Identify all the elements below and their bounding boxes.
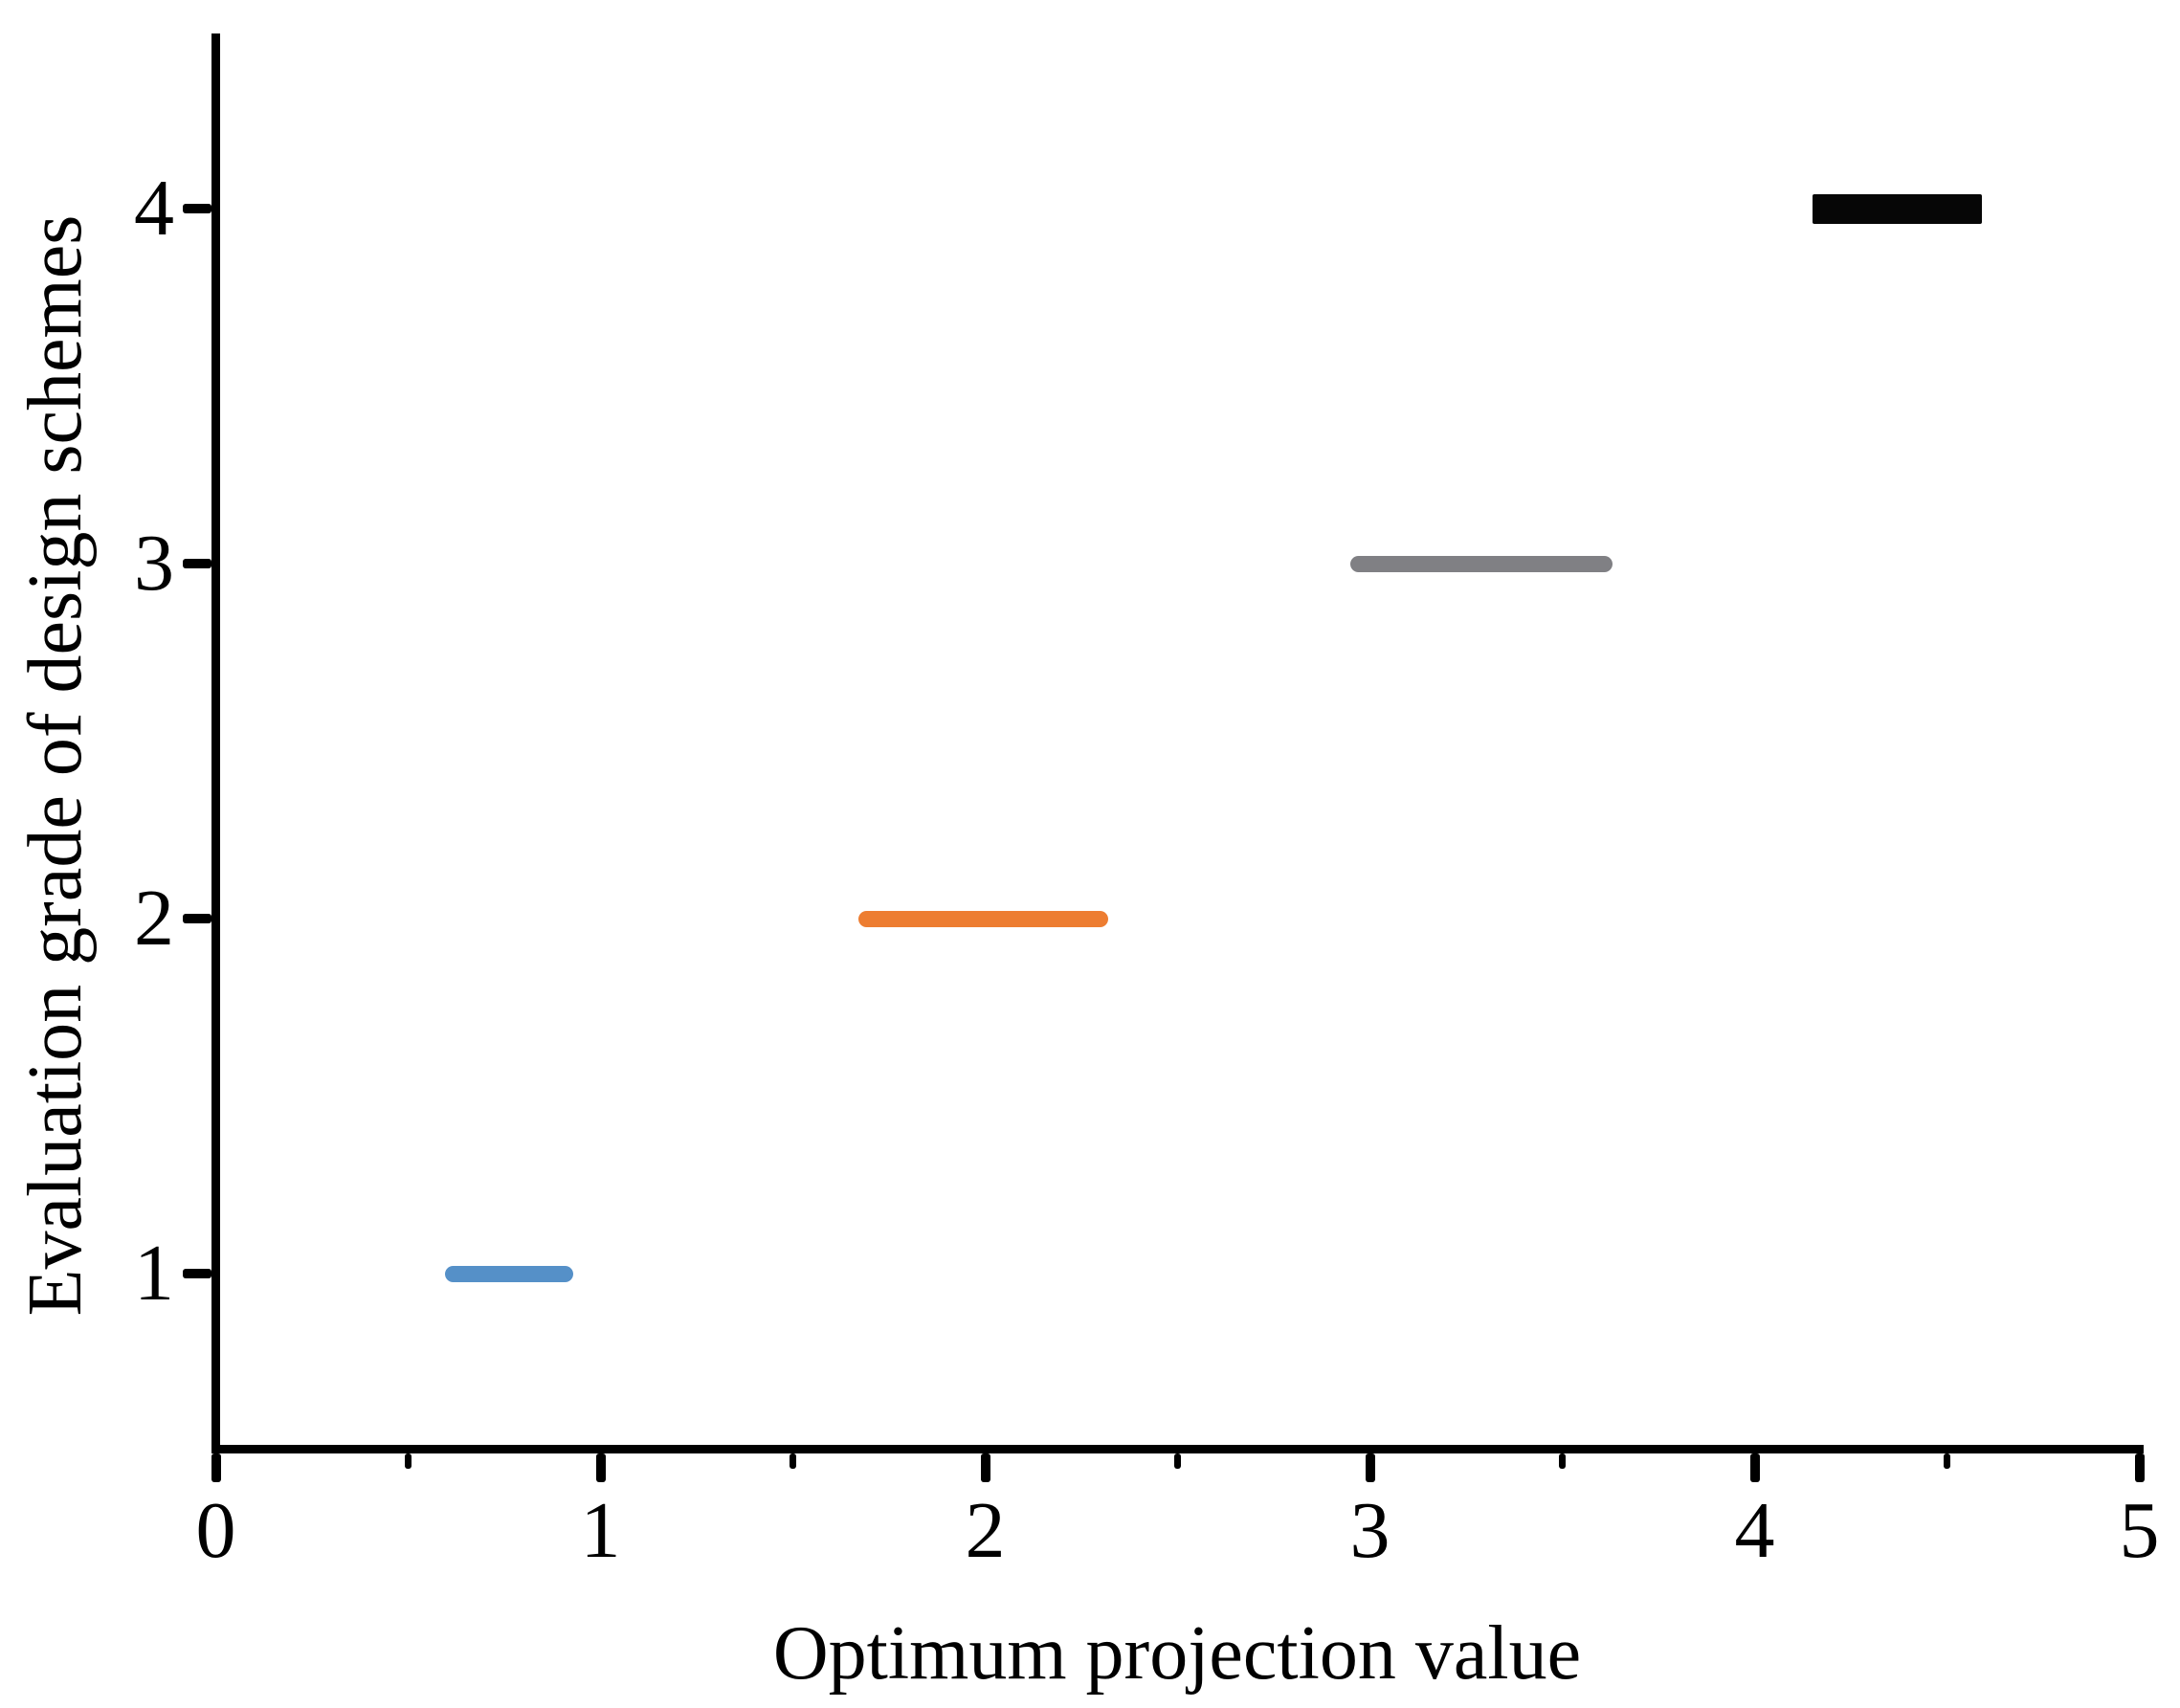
y-axis-label: Evaluation grade of design schemes (13, 214, 98, 1317)
x-axis-spine (211, 1444, 2144, 1453)
x-axis-label: Optimum projection value (772, 1611, 1582, 1696)
y-major-tick (183, 559, 211, 568)
x-major-tick (211, 1453, 221, 1482)
y-tick-label: 2 (134, 874, 174, 963)
y-major-tick (183, 1269, 211, 1278)
x-major-tick (980, 1453, 990, 1482)
y-major-tick (183, 914, 211, 923)
x-tick-label: 3 (1349, 1486, 1390, 1575)
x-minor-tick (1174, 1453, 1181, 1469)
x-tick-label: 0 (195, 1486, 236, 1575)
x-minor-tick (790, 1453, 796, 1469)
x-tick-label: 2 (965, 1486, 1006, 1575)
x-major-tick (595, 1453, 606, 1482)
x-minor-tick (1944, 1453, 1950, 1469)
data-segment-grade-2 (857, 910, 1109, 927)
x-major-tick (1749, 1453, 1760, 1482)
x-minor-tick (405, 1453, 412, 1469)
y-major-tick (183, 204, 211, 213)
y-tick-label: 3 (134, 519, 174, 608)
data-segment-grade-1 (444, 1265, 574, 1282)
data-segment-grade-3 (1350, 555, 1613, 572)
y-tick-label: 1 (134, 1229, 174, 1318)
data-segment-grade-4 (1812, 193, 1982, 224)
x-minor-tick (1559, 1453, 1566, 1469)
x-tick-label: 1 (580, 1486, 621, 1575)
y-tick-label: 4 (134, 164, 174, 253)
x-major-tick (2134, 1453, 2145, 1482)
x-major-tick (1365, 1453, 1375, 1482)
x-tick-label: 5 (2119, 1486, 2160, 1575)
y-axis-spine (211, 33, 220, 1453)
x-tick-label: 4 (1734, 1486, 1775, 1575)
